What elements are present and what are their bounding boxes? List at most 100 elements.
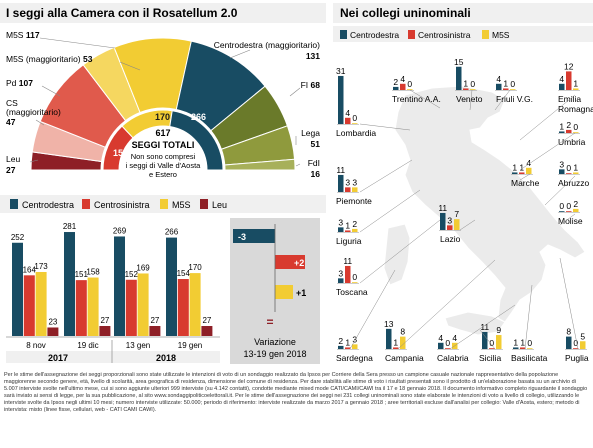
leader-line-4 [29,159,39,163]
bar-value-0-3: 23 [48,317,57,326]
region-value-sardegna-2: 3 [352,334,357,344]
variazione-title: Variazione [254,337,296,347]
region-label-sardegna: Sardegna [336,353,373,363]
label-4-name: Leu [6,154,20,164]
region-value-liguria-1: 1 [345,220,350,230]
region-value-campania-1: 1 [393,337,398,347]
inner-value-1: 170 [155,112,170,122]
region-value-basilicata-0: 1 [513,337,518,347]
region-bar-puglia-2 [580,341,586,349]
total-note-line-2: e Estero [149,170,177,179]
hemicycle-chart: 154 170 266 617 SEGGI TOTALI Non sono compres… [30,37,296,179]
label-2: Pd 107 [6,78,33,88]
region-value-calabria-1: 0 [445,338,450,348]
region-value-toscana-0: 3 [338,268,343,278]
bar-value-1-1: 151 [75,270,89,279]
category-label-2: 13 gen [126,341,150,350]
region-bar-piemonte-0 [338,174,344,192]
region-bar-emilia-romagna-1 [566,71,572,90]
region-legend-label-0: Centrodestra [350,30,399,40]
region-bar-piemonte-2 [352,187,358,192]
region-bar-sardegna-1 [345,347,351,349]
region-leader-7 [544,175,576,206]
region-leader-4 [519,94,576,141]
leader-line-3 [35,119,45,126]
region-value-sardegna-1: 1 [345,337,350,347]
region-bar-basilicata-0 [513,347,519,349]
region-label-lazio: Lazio [440,234,461,244]
leader-line-6 [289,87,301,97]
region-legend: Centrodestra Centrosinistra M5S [340,30,510,40]
region-value-calabria-2: 4 [452,333,457,343]
region-value-lazio-2: 7 [454,209,459,219]
region-value-veneto-1: 1 [463,78,468,88]
region-value-basilicata-1: 1 [520,337,525,347]
bar-value-1-0: 281 [63,222,77,231]
bar-value-3-2: 170 [188,263,202,272]
region-label-emilia-romagna-1: Emilia [558,94,581,104]
label-cd-magg-name: Centrodestra (maggioritario) [214,40,320,50]
region-label-molise: Molise [558,216,583,226]
region-value-trentino-a-a--2: 0 [407,79,412,89]
bar-value-3-1: 154 [177,269,191,278]
region-leader-14 [397,259,496,350]
region-label-calabria: Calabria [437,353,469,363]
region-leader-2 [469,89,473,111]
bar-value-2-2: 169 [136,263,150,272]
region-leader-18 [559,257,579,350]
region-leader-16 [479,329,496,350]
label-6-value: 68 [311,80,321,90]
region-legend-swatch-0 [340,30,347,39]
region-bar-lombardia-1 [345,117,351,124]
bar-1-2 [87,277,99,336]
region-value-molise-2: 2 [573,199,578,209]
bar-value-1-3: 27 [100,316,109,325]
region-bar-liguria-0 [338,227,344,232]
total-note-line-0: Non sono compresi [131,152,196,161]
region-bar-sardegna-2 [352,344,358,349]
region-leader-8 [359,159,413,193]
inner-value-0: 154 [113,148,128,158]
category-label-1: 19 dic [77,341,98,350]
leader-line-2 [41,85,61,97]
legend-swatch-2 [160,199,168,209]
region-bar-emilia-romagna-0 [559,83,565,90]
year-label-1: 2018 [156,353,176,363]
region-bar-lazio-0 [440,212,446,230]
region-bar-umbria-2 [573,132,579,133]
region-bar-veneto-0 [456,66,462,90]
region-bar-marche-0 [512,172,518,174]
leader-line-0 [39,37,116,49]
bar-2-1 [125,279,137,336]
italy-map [383,85,586,336]
bar-2-3 [149,326,161,336]
leader-line-5 [229,49,251,59]
label-cs-magg-name-1: CS [6,98,18,108]
region-value-molise-0: 0 [559,201,564,211]
region-value-puglia-1: 0 [573,338,578,348]
region-leader-10 [359,189,421,233]
region-value-campania-2: 8 [400,327,405,337]
label-0-name: M5S [6,30,26,40]
bar-value-0-1: 164 [23,265,37,274]
var-value-cs: +2 [294,258,304,268]
region-bar-toscana-2 [352,282,358,283]
region-bar-liguria-1 [345,230,351,232]
region-bar-marche-2 [526,167,532,174]
region-bar-friuli-v-g--2 [510,89,516,90]
footnote: Per le stime dell'assegnazione dei seggi… [4,372,588,413]
region-label-sicilia: Sicilia [479,353,501,363]
region-leader-6 [519,173,531,181]
legend-label-3: Leu [212,200,227,210]
region-value-liguria-0: 3 [338,217,343,227]
bar-1-0 [64,232,75,336]
region-bar-sardegna-0 [338,345,344,349]
var-value-cd: -3 [238,232,246,242]
label-m5s-magg: M5S (maggioritario) 53 [6,54,93,64]
region-leader-11 [459,219,476,231]
region-value-puglia-0: 8 [566,327,571,337]
label-8-name: FdI [308,158,320,168]
region-value-lazio-1: 3 [447,215,452,225]
region-value-emilia-romagna-0: 4 [559,74,564,84]
